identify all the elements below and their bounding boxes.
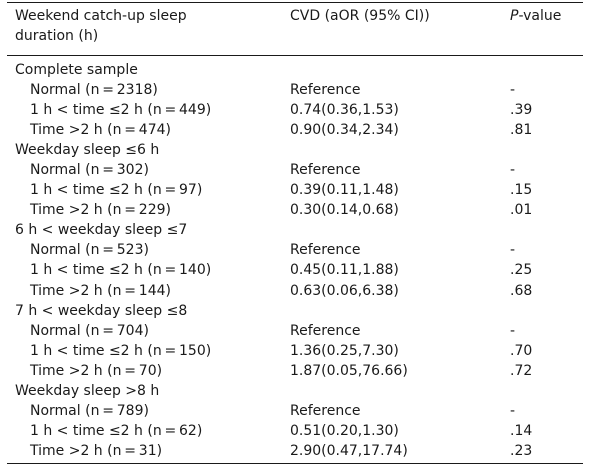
row-p-value: .39 [510, 102, 533, 119]
row-p-value: .14 [510, 422, 533, 439]
row-aor: 0.74(0.36,1.53) [290, 102, 399, 119]
row-label: Time >2 h (n = 31) [30, 442, 163, 459]
row-label: 1 h < time ≤2 h (n = 449) [30, 102, 212, 119]
row-p-value: .81 [510, 122, 533, 139]
row-aor: 0.45(0.11,1.88) [290, 262, 399, 279]
row-p-value: .15 [510, 182, 533, 199]
row-aor: 1.36(0.25,7.30) [290, 342, 399, 359]
group-label: Complete sample [15, 62, 138, 78]
header-p-value: P-value [510, 6, 561, 26]
table-row: Normal (n = 789) Reference - [0, 401, 590, 421]
header-sleep-duration: Weekend catch-up sleep duration (h) [15, 6, 265, 46]
row-label: Normal (n = 523) [30, 242, 149, 259]
group-label: Weekday sleep ≤6 h [15, 142, 160, 159]
header-p-suffix: -value [518, 8, 562, 24]
table-row: Time >2 h (n = 144) 0.63(0.06,6.38) .68 [0, 281, 590, 301]
row-aor: 2.90(0.47,17.74) [290, 442, 408, 459]
row-p-value: .01 [510, 202, 533, 219]
row-p-value: .68 [510, 282, 533, 299]
row-p-value: - [510, 242, 516, 259]
row-label: Normal (n = 302) [30, 162, 149, 179]
table-row: 1 h < time ≤2 h (n = 140) 0.45(0.11,1.88)… [0, 260, 590, 280]
row-p-value: .72 [510, 362, 533, 379]
group-row: 7 h < weekday sleep ≤8 [0, 301, 590, 321]
table-body: Complete sample Normal (n = 2318) Referenc… [0, 60, 590, 461]
row-aor: 0.90(0.34,2.34) [290, 122, 399, 139]
row-label: 1 h < time ≤2 h (n = 150) [30, 342, 212, 359]
row-label: 1 h < time ≤2 h (n = 62) [30, 422, 203, 439]
row-label: 1 h < time ≤2 h (n = 140) [30, 262, 212, 279]
group-row: 6 h < weekday sleep ≤7 [0, 220, 590, 240]
group-row: Weekday sleep ≤6 h [0, 140, 590, 160]
bottom-rule [7, 463, 583, 464]
table-row: Time >2 h (n = 474) 0.90(0.34,2.34) .81 [0, 120, 590, 140]
row-p-value: .25 [510, 262, 533, 279]
table-row: 1 h < time ≤2 h (n = 62) 0.51(0.20,1.30).… [0, 421, 590, 441]
row-label: Time >2 h (n = 144) [30, 282, 171, 299]
row-p-value: - [510, 322, 516, 339]
row-aor: 0.39(0.11,1.48) [290, 182, 399, 199]
row-aor: 0.63(0.06,6.38) [290, 282, 399, 299]
row-p-value: - [510, 402, 516, 419]
group-row: Weekday sleep >8 h [0, 381, 590, 401]
row-label: Time >2 h (n = 229) [30, 202, 171, 219]
row-aor: Reference [290, 162, 361, 179]
table-row: 1 h < time ≤2 h (n = 150) 1.36(0.25,7.30)… [0, 341, 590, 361]
row-label: Time >2 h (n = 474) [30, 122, 171, 139]
row-label: Normal (n = 789) [30, 402, 149, 419]
row-aor: Reference [290, 322, 361, 339]
header-cvd-aor: CVD (aOR (95% CI)) [290, 8, 430, 24]
row-label: 1 h < time ≤2 h (n = 97) [30, 182, 203, 199]
table-row: Time >2 h (n = 229) 0.30(0.14,0.68) .01 [0, 200, 590, 220]
header-sleep-duration-line1: Weekend catch-up sleep [15, 8, 187, 24]
table-row: 1 h < time ≤2 h (n = 97) 0.39(0.11,1.48).… [0, 180, 590, 200]
row-p-value: .70 [510, 342, 533, 359]
row-p-value: - [510, 162, 516, 179]
header-p-letter: P [510, 8, 519, 24]
table-row: Normal (n = 523) Reference - [0, 240, 590, 260]
row-aor: Reference [290, 242, 361, 259]
row-aor: 0.51(0.20,1.30) [290, 422, 399, 439]
top-rule [7, 2, 583, 3]
row-aor: 1.87(0.05,76.66) [290, 362, 408, 379]
table-row: Normal (n = 704) Reference - [0, 321, 590, 341]
table-row: Normal (n = 302) Reference - [0, 160, 590, 180]
group-label: 7 h < weekday sleep ≤8 [15, 302, 188, 319]
row-aor: Reference [290, 402, 361, 419]
group-row: Complete sample [0, 60, 590, 80]
row-aor: 0.30(0.14,0.68) [290, 202, 399, 219]
row-label: Normal (n = 2318) [30, 82, 158, 99]
header-rule [7, 55, 583, 56]
group-label: Weekday sleep >8 h [15, 382, 160, 399]
row-label: Time >2 h (n = 70) [30, 362, 163, 379]
group-label: 6 h < weekday sleep ≤7 [15, 222, 188, 239]
table-row: 1 h < time ≤2 h (n = 449) 0.74(0.36,1.53)… [0, 100, 590, 120]
table-row: Time >2 h (n = 70) 1.87(0.05,76.66) .72 [0, 361, 590, 381]
table-row: Time >2 h (n = 31) 2.90(0.47,17.74) .23 [0, 441, 590, 461]
row-p-value: .23 [510, 442, 533, 459]
table-row: Normal (n = 2318) Reference - [0, 80, 590, 100]
row-label: Normal (n = 704) [30, 322, 149, 339]
header-sleep-duration-line2: duration (h) [15, 28, 99, 44]
row-p-value: - [510, 82, 516, 99]
row-aor: Reference [290, 82, 361, 99]
